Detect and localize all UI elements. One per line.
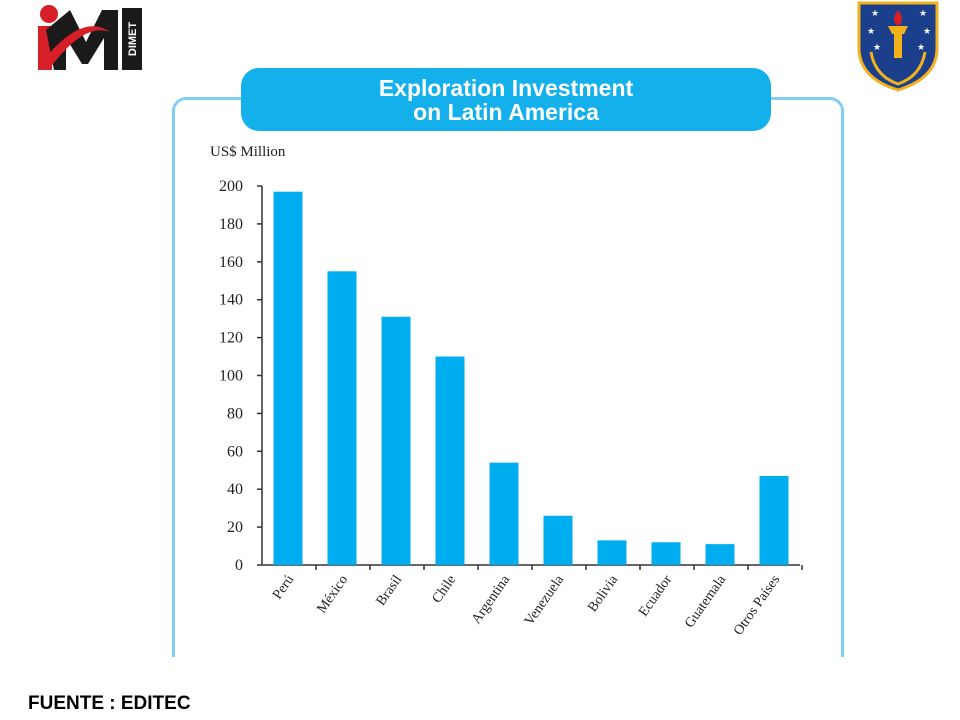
x-tick-label: Perú xyxy=(270,573,297,603)
y-tick-label: 120 xyxy=(219,330,243,347)
x-tick-label: Bolivia xyxy=(585,572,621,615)
bar xyxy=(381,316,411,565)
x-tick-label: Ecuador xyxy=(636,572,675,619)
svg-text:★: ★ xyxy=(919,9,927,19)
chart-title-line-1: Exploration Investment xyxy=(378,74,634,101)
y-tick-label: 160 xyxy=(219,254,243,271)
svg-text:★: ★ xyxy=(917,43,925,53)
svg-text:★: ★ xyxy=(871,9,879,19)
chart-title: Exploration Investment on Latin America xyxy=(241,68,771,131)
x-tick-label: Otros Países xyxy=(731,573,783,639)
bar xyxy=(543,515,573,565)
y-axis-label: US$ Million xyxy=(210,144,286,160)
source-note: FUENTE : EDITEC xyxy=(28,693,191,714)
bar xyxy=(759,475,789,565)
bar xyxy=(273,191,303,565)
y-tick-label: 0 xyxy=(235,557,243,574)
svg-text:★: ★ xyxy=(867,27,875,37)
dimet-logo: DIMET xyxy=(38,5,142,70)
x-tick-label: Chile xyxy=(430,573,460,606)
bar xyxy=(705,544,735,565)
y-tick-label: 200 xyxy=(219,178,243,195)
bar xyxy=(435,356,465,565)
y-tick-label: 60 xyxy=(227,443,243,460)
bar xyxy=(327,271,357,565)
bar xyxy=(597,540,627,565)
bar xyxy=(651,542,681,565)
bar xyxy=(489,462,519,565)
x-tick-label: México xyxy=(314,573,351,617)
dimet-logo-text: DIMET xyxy=(127,22,139,57)
x-tick-label: Venezuela xyxy=(522,572,568,628)
y-tick-label: 180 xyxy=(219,216,243,233)
x-tick-label: Guatemala xyxy=(682,572,730,631)
x-tick-label: Argentina xyxy=(469,572,514,627)
x-tick-label: Brasil xyxy=(374,573,406,609)
y-tick-label: 20 xyxy=(227,519,243,536)
svg-text:★: ★ xyxy=(873,43,881,53)
university-crest-logo: ★ ★ ★ ★ ★ ★ xyxy=(857,1,939,92)
svg-text:★: ★ xyxy=(923,27,931,37)
y-tick-label: 40 xyxy=(227,481,243,498)
y-tick-label: 80 xyxy=(227,405,243,422)
chart-title-line-2: on Latin America xyxy=(413,98,599,125)
y-tick-label: 100 xyxy=(219,368,243,385)
y-tick-label: 140 xyxy=(219,292,243,309)
